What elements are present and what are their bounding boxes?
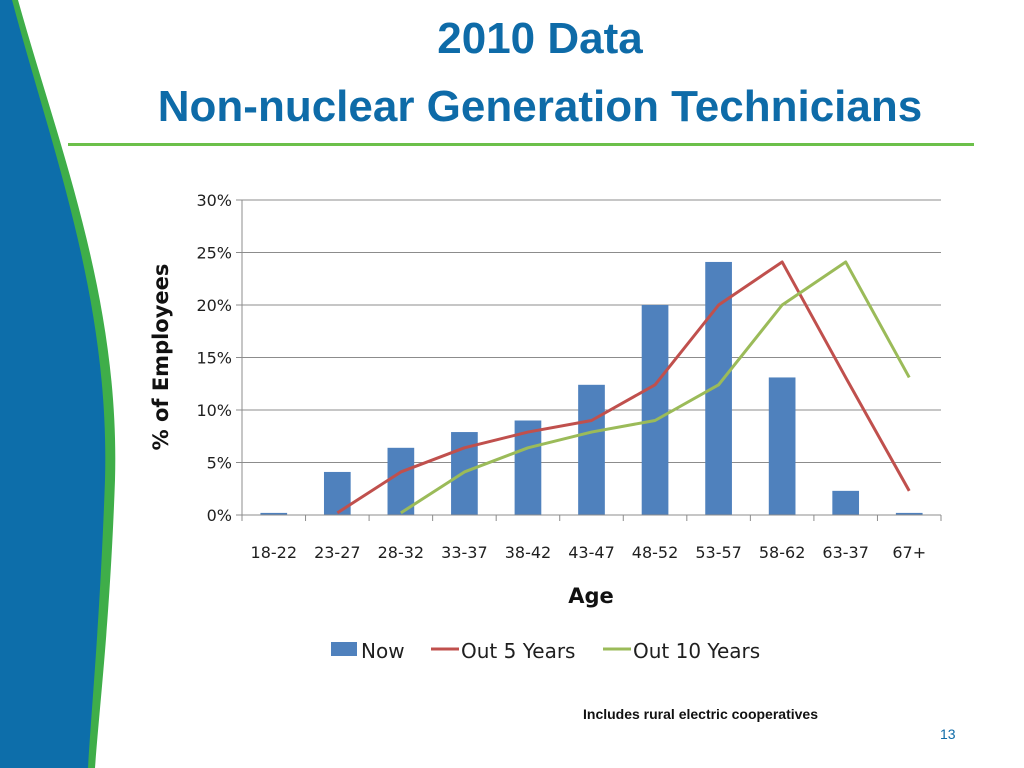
slide-title: 2010 Data [437,14,643,63]
x-tick-label: 58-62 [759,543,806,562]
bar [895,512,923,515]
bars-now [260,261,923,515]
legend-swatch [331,642,357,656]
y-tick-label: 25% [196,244,232,263]
page-number: 13 [940,726,956,742]
footnote: Includes rural electric cooperatives [583,706,818,722]
x-tick-labels: 18-22 23-27 28-32 33-37 38-42 43-47 48-52 53-57… [251,543,927,562]
y-tick-label: 20% [196,296,232,315]
y-tick-label: 15% [196,349,232,368]
title-rule [68,143,974,146]
series-line [400,260,911,515]
y-tick-label: 0% [207,506,232,525]
slide-subtitle: Non-nuclear Generation Technicians [157,82,923,131]
y-axis-title: % of Employees [149,264,173,451]
y-tick-label: 10% [196,401,232,420]
x-tick-label: 67+ [892,543,926,562]
x-axis-title: Age [568,584,614,608]
x-tick-label: 33-37 [441,543,488,562]
bar [641,305,669,515]
y-tick-labels: 0% 5% 10% 15% 20% 25% 30% [196,191,232,525]
x-tick-label: 18-22 [251,543,297,562]
bar [768,377,796,515]
legend: Now Out 5 Years Out 10 Years [331,639,760,663]
legend-label: Now [361,639,405,663]
bar [260,512,288,515]
x-tick-label: 43-47 [568,543,615,562]
age-distribution-chart: 0% 5% 10% 15% 20% 25% 30% 18-22 23-27 28-32 33-37… [149,191,942,663]
side-wave-decoration [0,0,116,768]
x-tick-label: 38-42 [505,543,552,562]
lines [336,260,911,515]
bar [387,447,415,515]
axes [241,200,942,521]
series-line [336,260,911,515]
x-tick-label: 28-32 [378,543,425,562]
bar [832,490,860,515]
legend-label: Out 5 Years [461,639,575,663]
y-tick-label: 30% [196,191,232,210]
y-tick-label: 5% [207,454,232,473]
x-tick-label: 23-27 [314,543,361,562]
x-tick-label: 48-52 [632,543,679,562]
x-tick-label: 63-37 [822,543,869,562]
legend-label: Out 10 Years [633,639,760,663]
bar [578,384,605,515]
x-tick-label: 53-57 [695,543,742,562]
bar [514,420,542,515]
